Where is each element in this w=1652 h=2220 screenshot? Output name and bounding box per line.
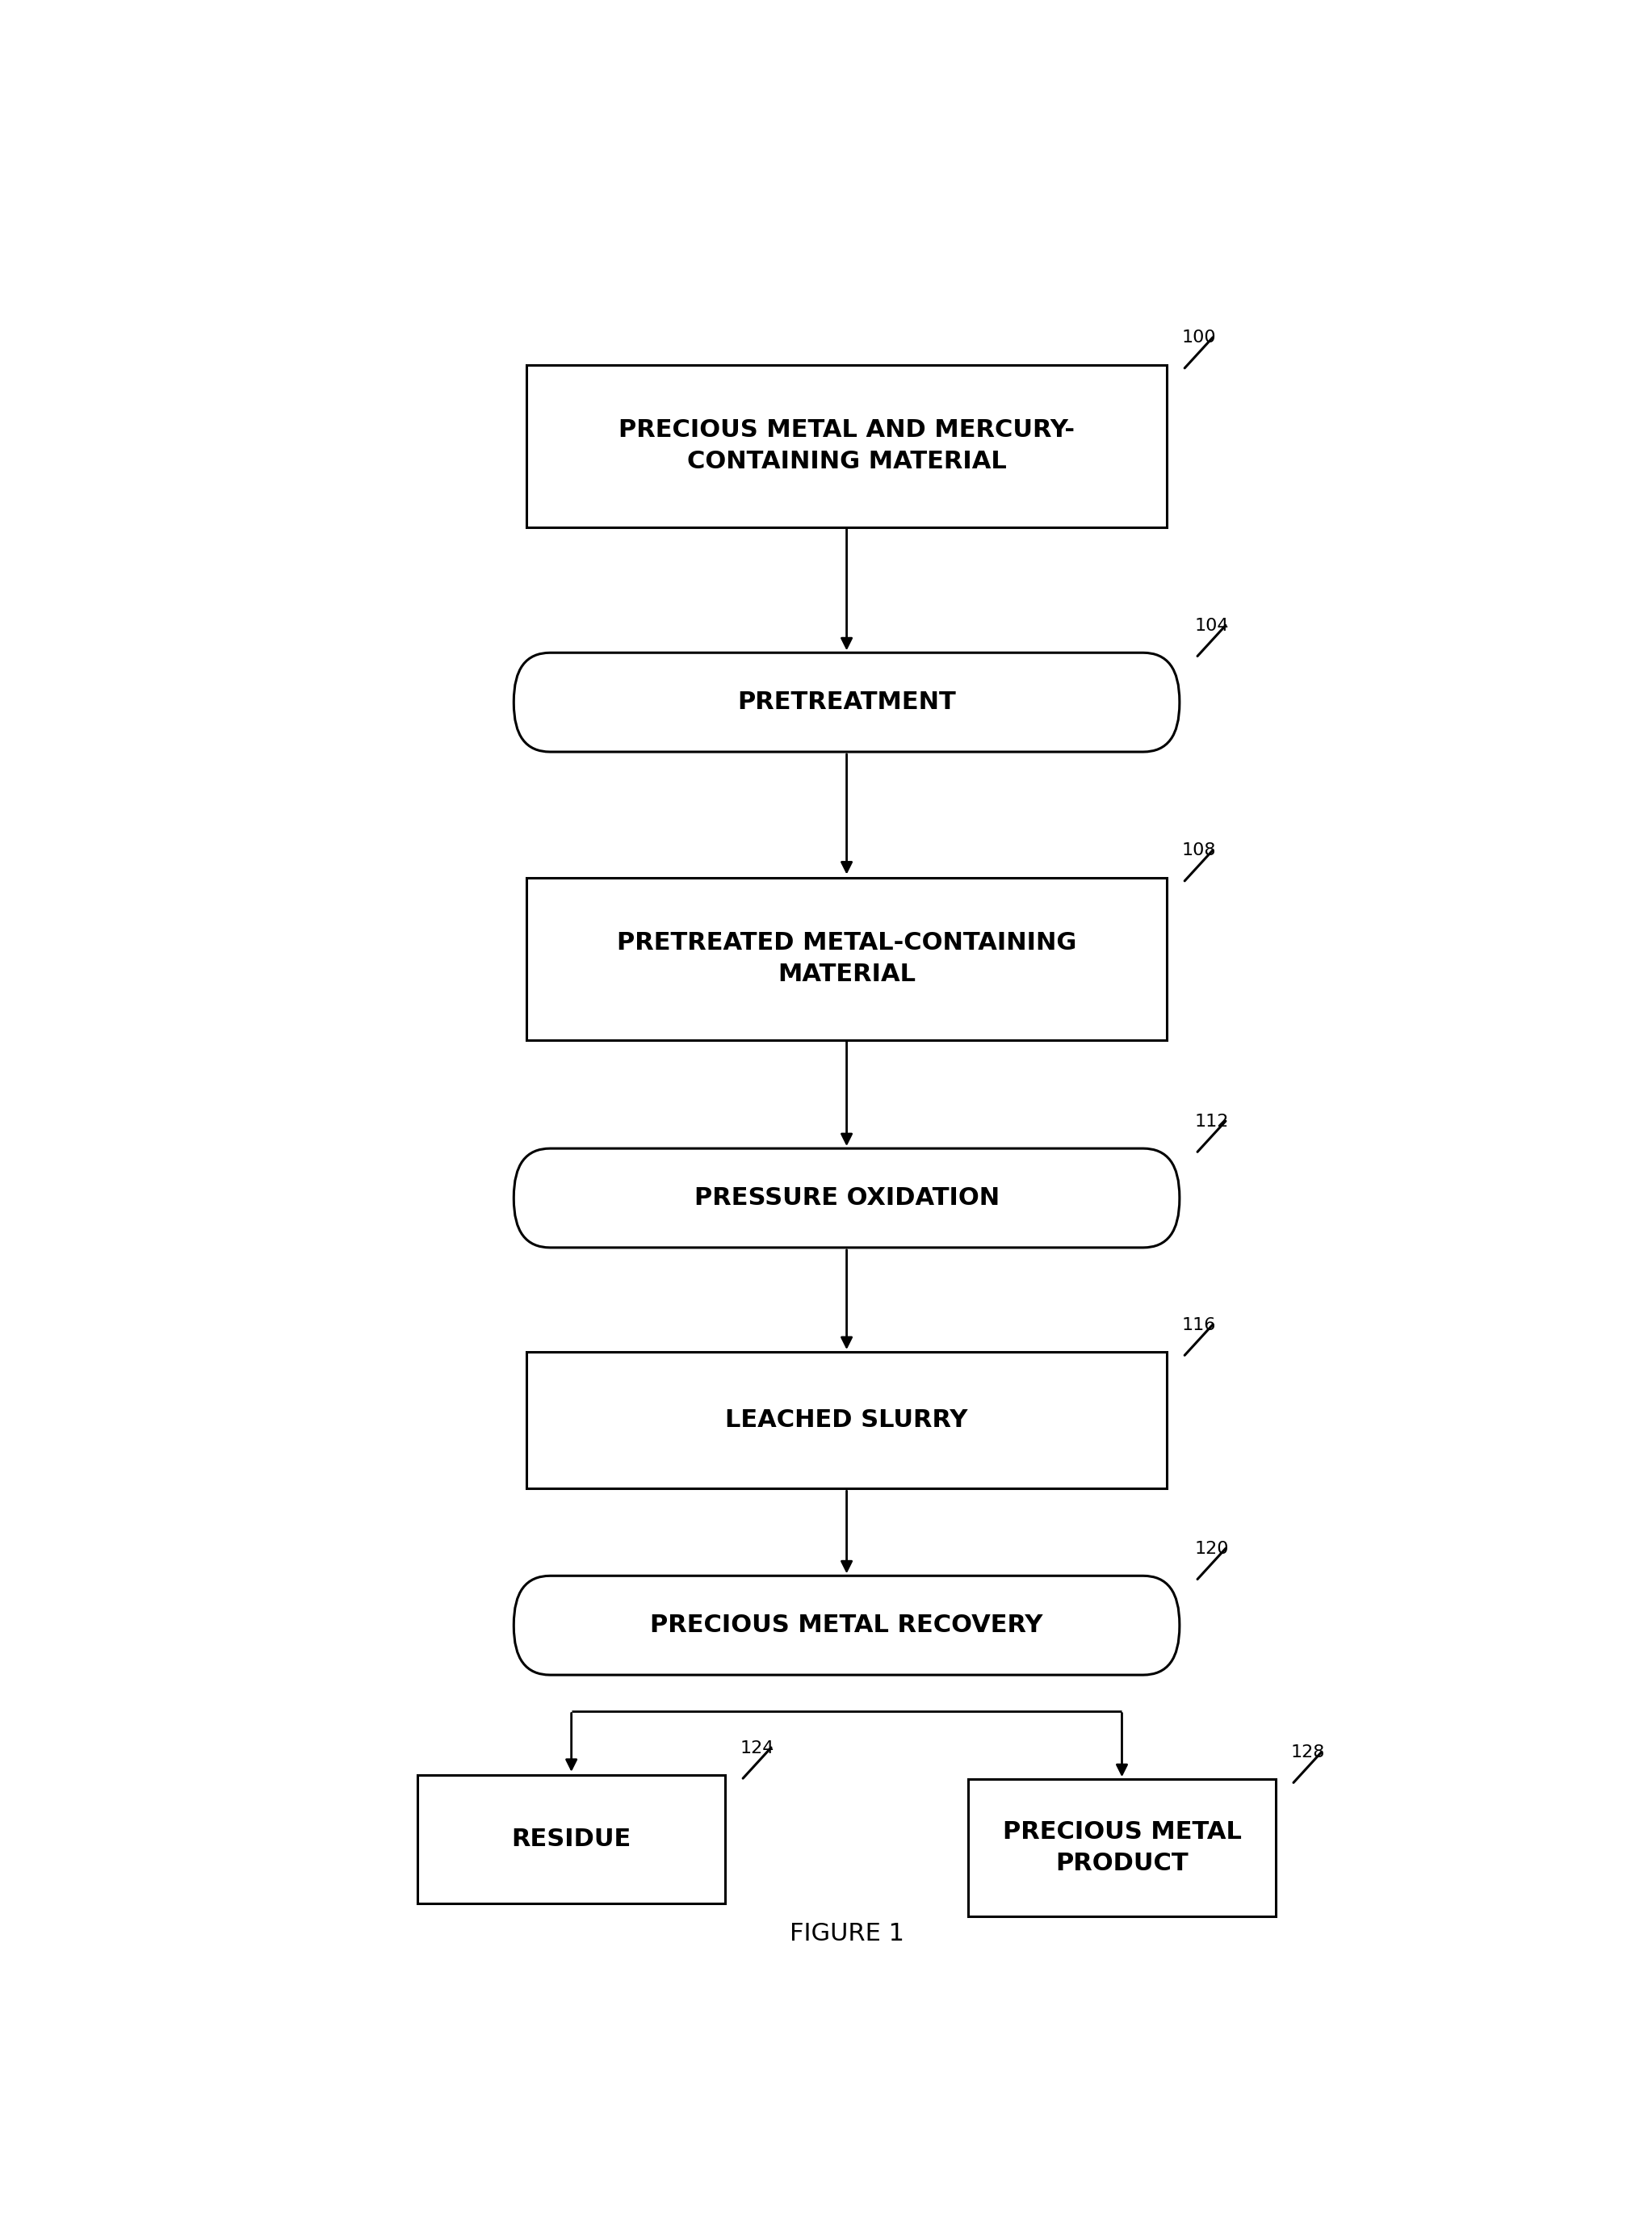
Text: PRETREATMENT: PRETREATMENT	[737, 690, 957, 715]
Text: LEACHED SLURRY: LEACHED SLURRY	[725, 1407, 968, 1432]
FancyBboxPatch shape	[968, 1778, 1275, 1916]
Text: 104: 104	[1194, 617, 1229, 635]
FancyBboxPatch shape	[527, 1352, 1166, 1490]
Text: 112: 112	[1194, 1114, 1229, 1130]
FancyBboxPatch shape	[514, 653, 1180, 753]
Text: 108: 108	[1183, 844, 1216, 859]
Text: 124: 124	[740, 1740, 775, 1756]
Text: PRETREATED METAL-CONTAINING
MATERIAL: PRETREATED METAL-CONTAINING MATERIAL	[616, 930, 1077, 986]
FancyBboxPatch shape	[527, 877, 1166, 1039]
FancyBboxPatch shape	[418, 1776, 725, 1903]
Text: 116: 116	[1183, 1316, 1216, 1332]
FancyBboxPatch shape	[514, 1148, 1180, 1248]
Text: FIGURE 1: FIGURE 1	[790, 1923, 904, 1945]
Text: 100: 100	[1183, 331, 1216, 346]
FancyBboxPatch shape	[527, 364, 1166, 526]
Text: PRECIOUS METAL
PRODUCT: PRECIOUS METAL PRODUCT	[1003, 1820, 1241, 1876]
Text: RESIDUE: RESIDUE	[512, 1827, 631, 1851]
Text: 120: 120	[1194, 1541, 1229, 1556]
Text: PRECIOUS METAL AND MERCURY-
CONTAINING MATERIAL: PRECIOUS METAL AND MERCURY- CONTAINING M…	[618, 417, 1075, 473]
Text: PRECIOUS METAL RECOVERY: PRECIOUS METAL RECOVERY	[651, 1614, 1042, 1636]
Text: PRESSURE OXIDATION: PRESSURE OXIDATION	[694, 1185, 999, 1210]
Text: 128: 128	[1290, 1745, 1325, 1760]
FancyBboxPatch shape	[514, 1576, 1180, 1674]
